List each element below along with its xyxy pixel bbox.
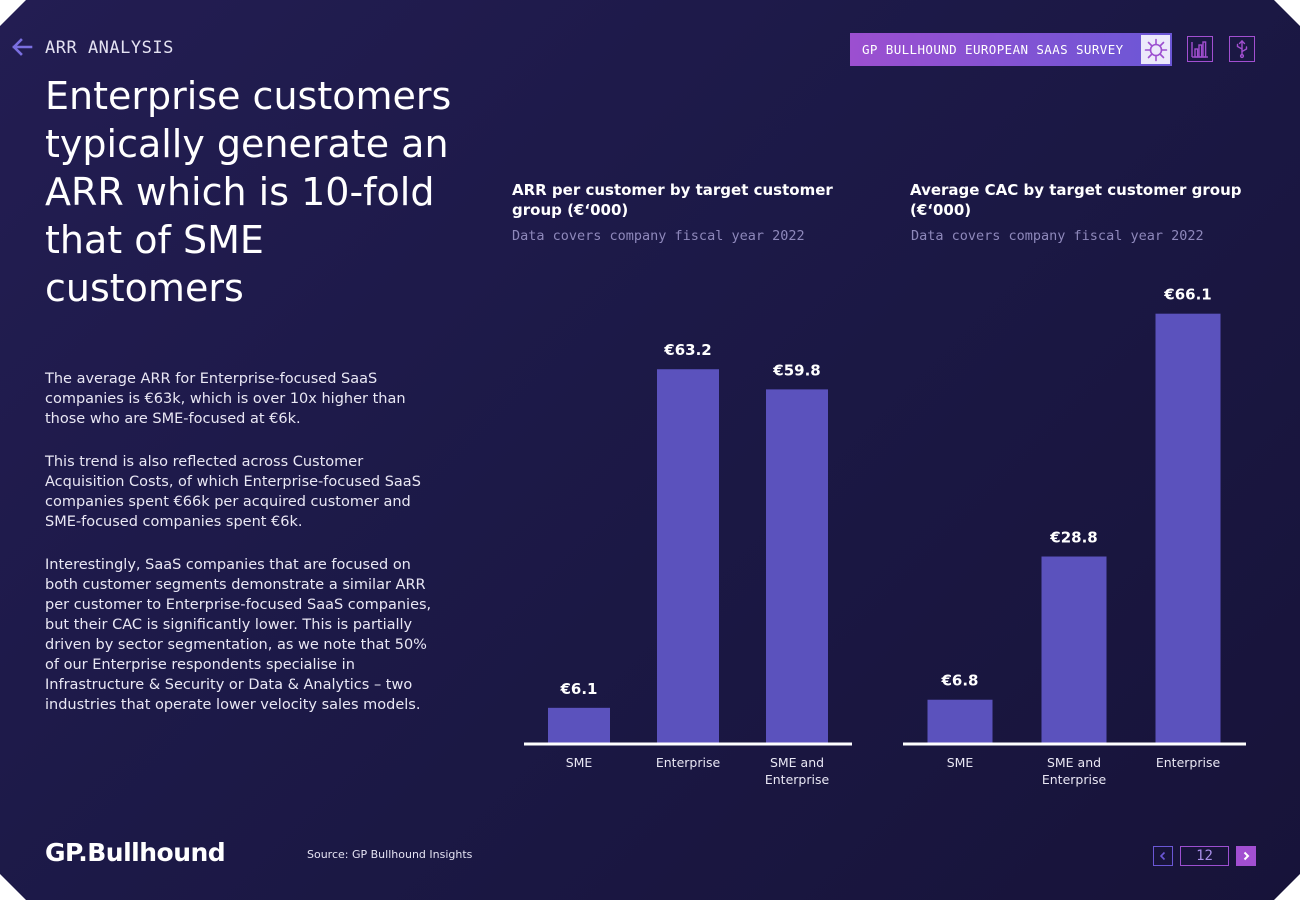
chevron-right-icon — [1243, 851, 1250, 861]
bar — [766, 389, 828, 744]
source-note: Source: GP Bullhound Insights — [307, 848, 473, 861]
body-paragraph: This trend is also reflected across Cust… — [45, 454, 421, 530]
chart-subtitle-cac: Data covers company fiscal year 2022 — [911, 228, 1204, 244]
survey-link-button[interactable]: GP BULLHOUND EUROPEAN SAAS SURVEY — [850, 33, 1172, 66]
arrow-left-icon — [12, 38, 33, 56]
bar — [548, 707, 610, 744]
body-text: The average ARR for Enterprise-focused S… — [45, 369, 445, 738]
bar — [657, 369, 719, 744]
bar — [927, 699, 993, 744]
virus-icon — [1144, 38, 1167, 61]
bar — [1041, 556, 1107, 744]
chevron-left-icon — [1159, 851, 1166, 861]
page-corner — [0, 874, 26, 900]
survey-link-label: GP BULLHOUND EUROPEAN SAAS SURVEY — [862, 42, 1124, 57]
page-corner — [1274, 874, 1300, 900]
gp-bullhound-logo: GP.Bullhound — [45, 838, 226, 867]
usb-icon — [1236, 40, 1248, 59]
body-paragraph: Interestingly, SaaS companies that are f… — [45, 557, 432, 713]
category-label: Enterprise — [656, 755, 721, 770]
data-label: €6.1 — [559, 680, 597, 698]
chart-subtitle-arr: Data covers company fiscal year 2022 — [512, 228, 805, 244]
category-label: SME — [947, 755, 974, 770]
data-label: €66.1 — [1163, 286, 1211, 304]
page-headline: Enterprise customers typically generate … — [45, 74, 452, 310]
survey-icon-box — [1141, 35, 1170, 64]
back-button[interactable] — [10, 37, 34, 57]
body-paragraph: The average ARR for Enterprise-focused S… — [45, 371, 406, 427]
page-corner — [0, 0, 26, 26]
data-label: €63.2 — [663, 341, 711, 359]
chart-view-button[interactable] — [1187, 36, 1213, 62]
bar — [1155, 313, 1221, 744]
data-label: €59.8 — [772, 361, 820, 379]
chart-title-cac: Average CAC by target customer group (€‘… — [910, 181, 1242, 219]
section-title: ARR ANALYSIS — [45, 38, 174, 58]
page-number: 12 — [1180, 846, 1229, 866]
next-page-button[interactable] — [1236, 846, 1256, 866]
bar-chart-icon — [1191, 41, 1208, 58]
category-label: SME and Enterprise — [765, 755, 830, 787]
chart-title-arr: ARR per customer by target customer grou… — [512, 181, 833, 219]
data-label: €28.8 — [1049, 529, 1097, 547]
download-button[interactable] — [1229, 36, 1255, 62]
previous-page-button[interactable] — [1153, 846, 1173, 866]
data-label: €6.8 — [940, 672, 978, 690]
page-corner — [1274, 0, 1300, 26]
category-label: Enterprise — [1156, 755, 1221, 770]
category-label: SME — [566, 755, 593, 770]
category-label: SME and Enterprise — [1042, 755, 1107, 787]
